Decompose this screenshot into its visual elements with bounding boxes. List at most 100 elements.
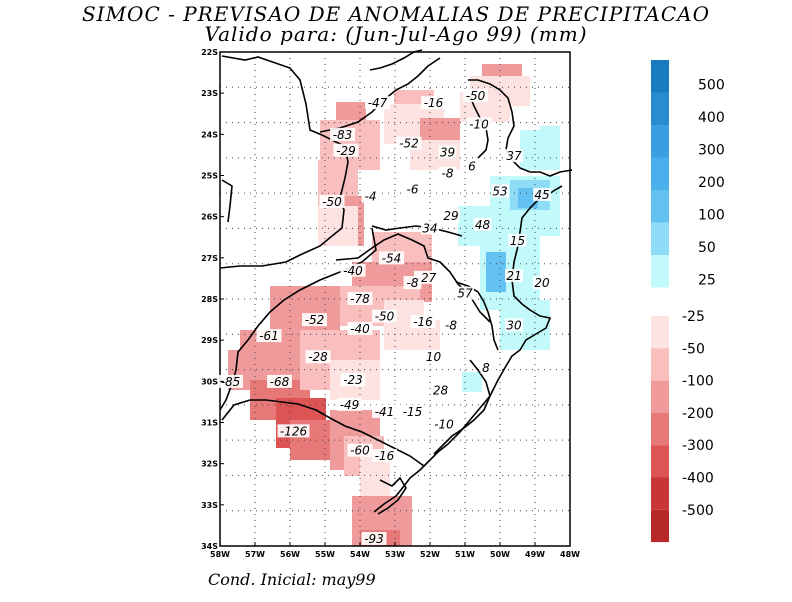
lon-tick-label: 58W: [210, 550, 230, 559]
anomaly-label: -8: [407, 276, 419, 290]
anomaly-label: -41: [375, 405, 395, 419]
anomaly-label-bg: [340, 263, 366, 277]
anomaly-label-bg: [431, 417, 457, 431]
anomaly-label: -126: [280, 424, 308, 438]
anomaly-label-bg: [456, 286, 474, 300]
anomaly-label: 37: [506, 149, 522, 163]
lon-tick-label: 51W: [455, 550, 475, 559]
legend-neg-swatch: [651, 445, 669, 478]
lat-tick-label: 28S: [201, 295, 218, 304]
anomaly-label: -47: [368, 96, 388, 110]
anomaly-label: -16: [413, 315, 433, 329]
lon-tick-label: 49W: [525, 550, 545, 559]
legend-pos-label: 200: [698, 175, 725, 191]
anomaly-label-bg: [424, 350, 443, 364]
anomaly-label: 57: [457, 287, 473, 301]
shade-cell: [540, 126, 560, 156]
anomaly-label: -8: [445, 318, 457, 332]
lon-tick-label: 48W: [560, 550, 580, 559]
anomaly-label-bg: [305, 350, 331, 364]
anomaly-label-bg: [347, 292, 373, 305]
lat-tick-label: 34S: [201, 542, 218, 551]
axis-ticks: 22S23S24S25S26S27S28S29S30S31S32S33S34S5…: [201, 48, 580, 559]
anomaly-label: -16: [424, 96, 444, 110]
anomaly-label-bg: [372, 404, 397, 418]
lat-tick-label: 25S: [201, 172, 218, 181]
anomaly-label: 34: [422, 221, 437, 235]
shade-cell: [462, 372, 482, 392]
legend-neg-label: -300: [682, 438, 714, 454]
coast-northeast: [468, 79, 573, 177]
anomaly-label-bg: [365, 96, 390, 110]
legend-pos-swatch: [651, 92, 669, 125]
anomaly-label-bg: [372, 449, 397, 463]
anomaly-label: -8: [442, 167, 454, 181]
anomaly-label: -50: [322, 195, 342, 209]
legend-neg-label: -100: [682, 374, 714, 390]
legend-pos-swatch: [651, 60, 669, 93]
anomaly-label-bg: [277, 424, 310, 438]
anomaly-label: -10: [469, 117, 489, 131]
lon-tick-label: 57W: [245, 550, 265, 559]
legend-neg-label: -50: [682, 341, 705, 357]
anomaly-label-bg: [379, 251, 404, 265]
anomaly-label: -4: [365, 190, 377, 204]
anomaly-label: 10: [426, 350, 442, 364]
legend-neg-swatch: [651, 477, 669, 510]
legend-pos-swatch: [651, 222, 669, 255]
anomaly-label: -27: [417, 271, 437, 285]
legend-neg-swatch: [651, 509, 669, 543]
lat-tick-label: 32S: [201, 460, 218, 469]
legend-pos-label: 100: [698, 208, 725, 224]
anomaly-label: -40: [343, 264, 363, 278]
lon-tick-label: 56W: [280, 550, 300, 559]
anomaly-label-bg: [480, 360, 492, 374]
river-paranapanema: [319, 57, 441, 133]
legend-neg-label: -400: [682, 471, 714, 487]
anomaly-label-bg: [302, 313, 327, 327]
legend-pos-label: 25: [698, 273, 716, 289]
anomaly-label-bg: [442, 318, 460, 332]
anomaly-label-bg: [491, 184, 509, 198]
anomaly-label: 39: [440, 146, 455, 160]
legend-neg-swatch: [651, 348, 669, 381]
anomaly-label-bg: [421, 96, 446, 110]
anomaly-label: -6: [407, 183, 419, 197]
lat-tick-label: 23S: [201, 89, 218, 98]
anomaly-label-bg: [347, 321, 373, 335]
anomaly-label: -54: [382, 251, 402, 265]
anomaly-label: 21: [506, 269, 521, 283]
anomaly-label-bg: [361, 531, 387, 545]
anomaly-label: -93: [364, 532, 384, 546]
river-paraguay: [221, 179, 233, 223]
anomaly-label: 6: [468, 160, 476, 174]
anomaly-label: -16: [375, 449, 395, 463]
anomaly-label-bg: [431, 383, 450, 397]
anomaly-label-bg: [466, 117, 492, 131]
anomaly-label-bg: [256, 329, 282, 343]
anomaly-label: -40: [350, 322, 370, 336]
anomaly-label: -10: [434, 417, 454, 431]
anomaly-label: -61: [259, 329, 279, 343]
shade-cell: [318, 206, 358, 246]
lon-tick-label: 54W: [350, 550, 370, 559]
legend-pos-swatch: [651, 125, 669, 158]
lat-tick-label: 26S: [201, 213, 218, 222]
anomaly-label-bg: [505, 318, 523, 332]
lat-tick-label: 31S: [201, 419, 218, 428]
shade-cell: [360, 456, 390, 496]
lat-tick-label: 29S: [201, 336, 218, 345]
anomaly-labels: -47 -16 -50 -10 -83 -52 39 37 -29 6 -8 -6 -4 53 45 -50 2…: [218, 89, 551, 546]
anomaly-label-bg: [403, 276, 422, 290]
legend-neg-label: -500: [682, 503, 714, 519]
anomaly-label-bg: [267, 374, 292, 388]
anomaly-label: -52: [399, 137, 419, 151]
anomaly-label: -85: [221, 375, 241, 389]
title-line-2: Valido para: (Jun-Jul-Ago 99) (mm): [204, 22, 588, 46]
anomaly-label-bg: [340, 373, 366, 387]
lat-tick-label: 33S: [201, 501, 218, 510]
border-parana-river: [219, 161, 349, 269]
anomaly-label-bg: [330, 127, 355, 141]
lon-tick-label: 55W: [315, 550, 335, 559]
anomaly-label-bg: [442, 209, 460, 223]
